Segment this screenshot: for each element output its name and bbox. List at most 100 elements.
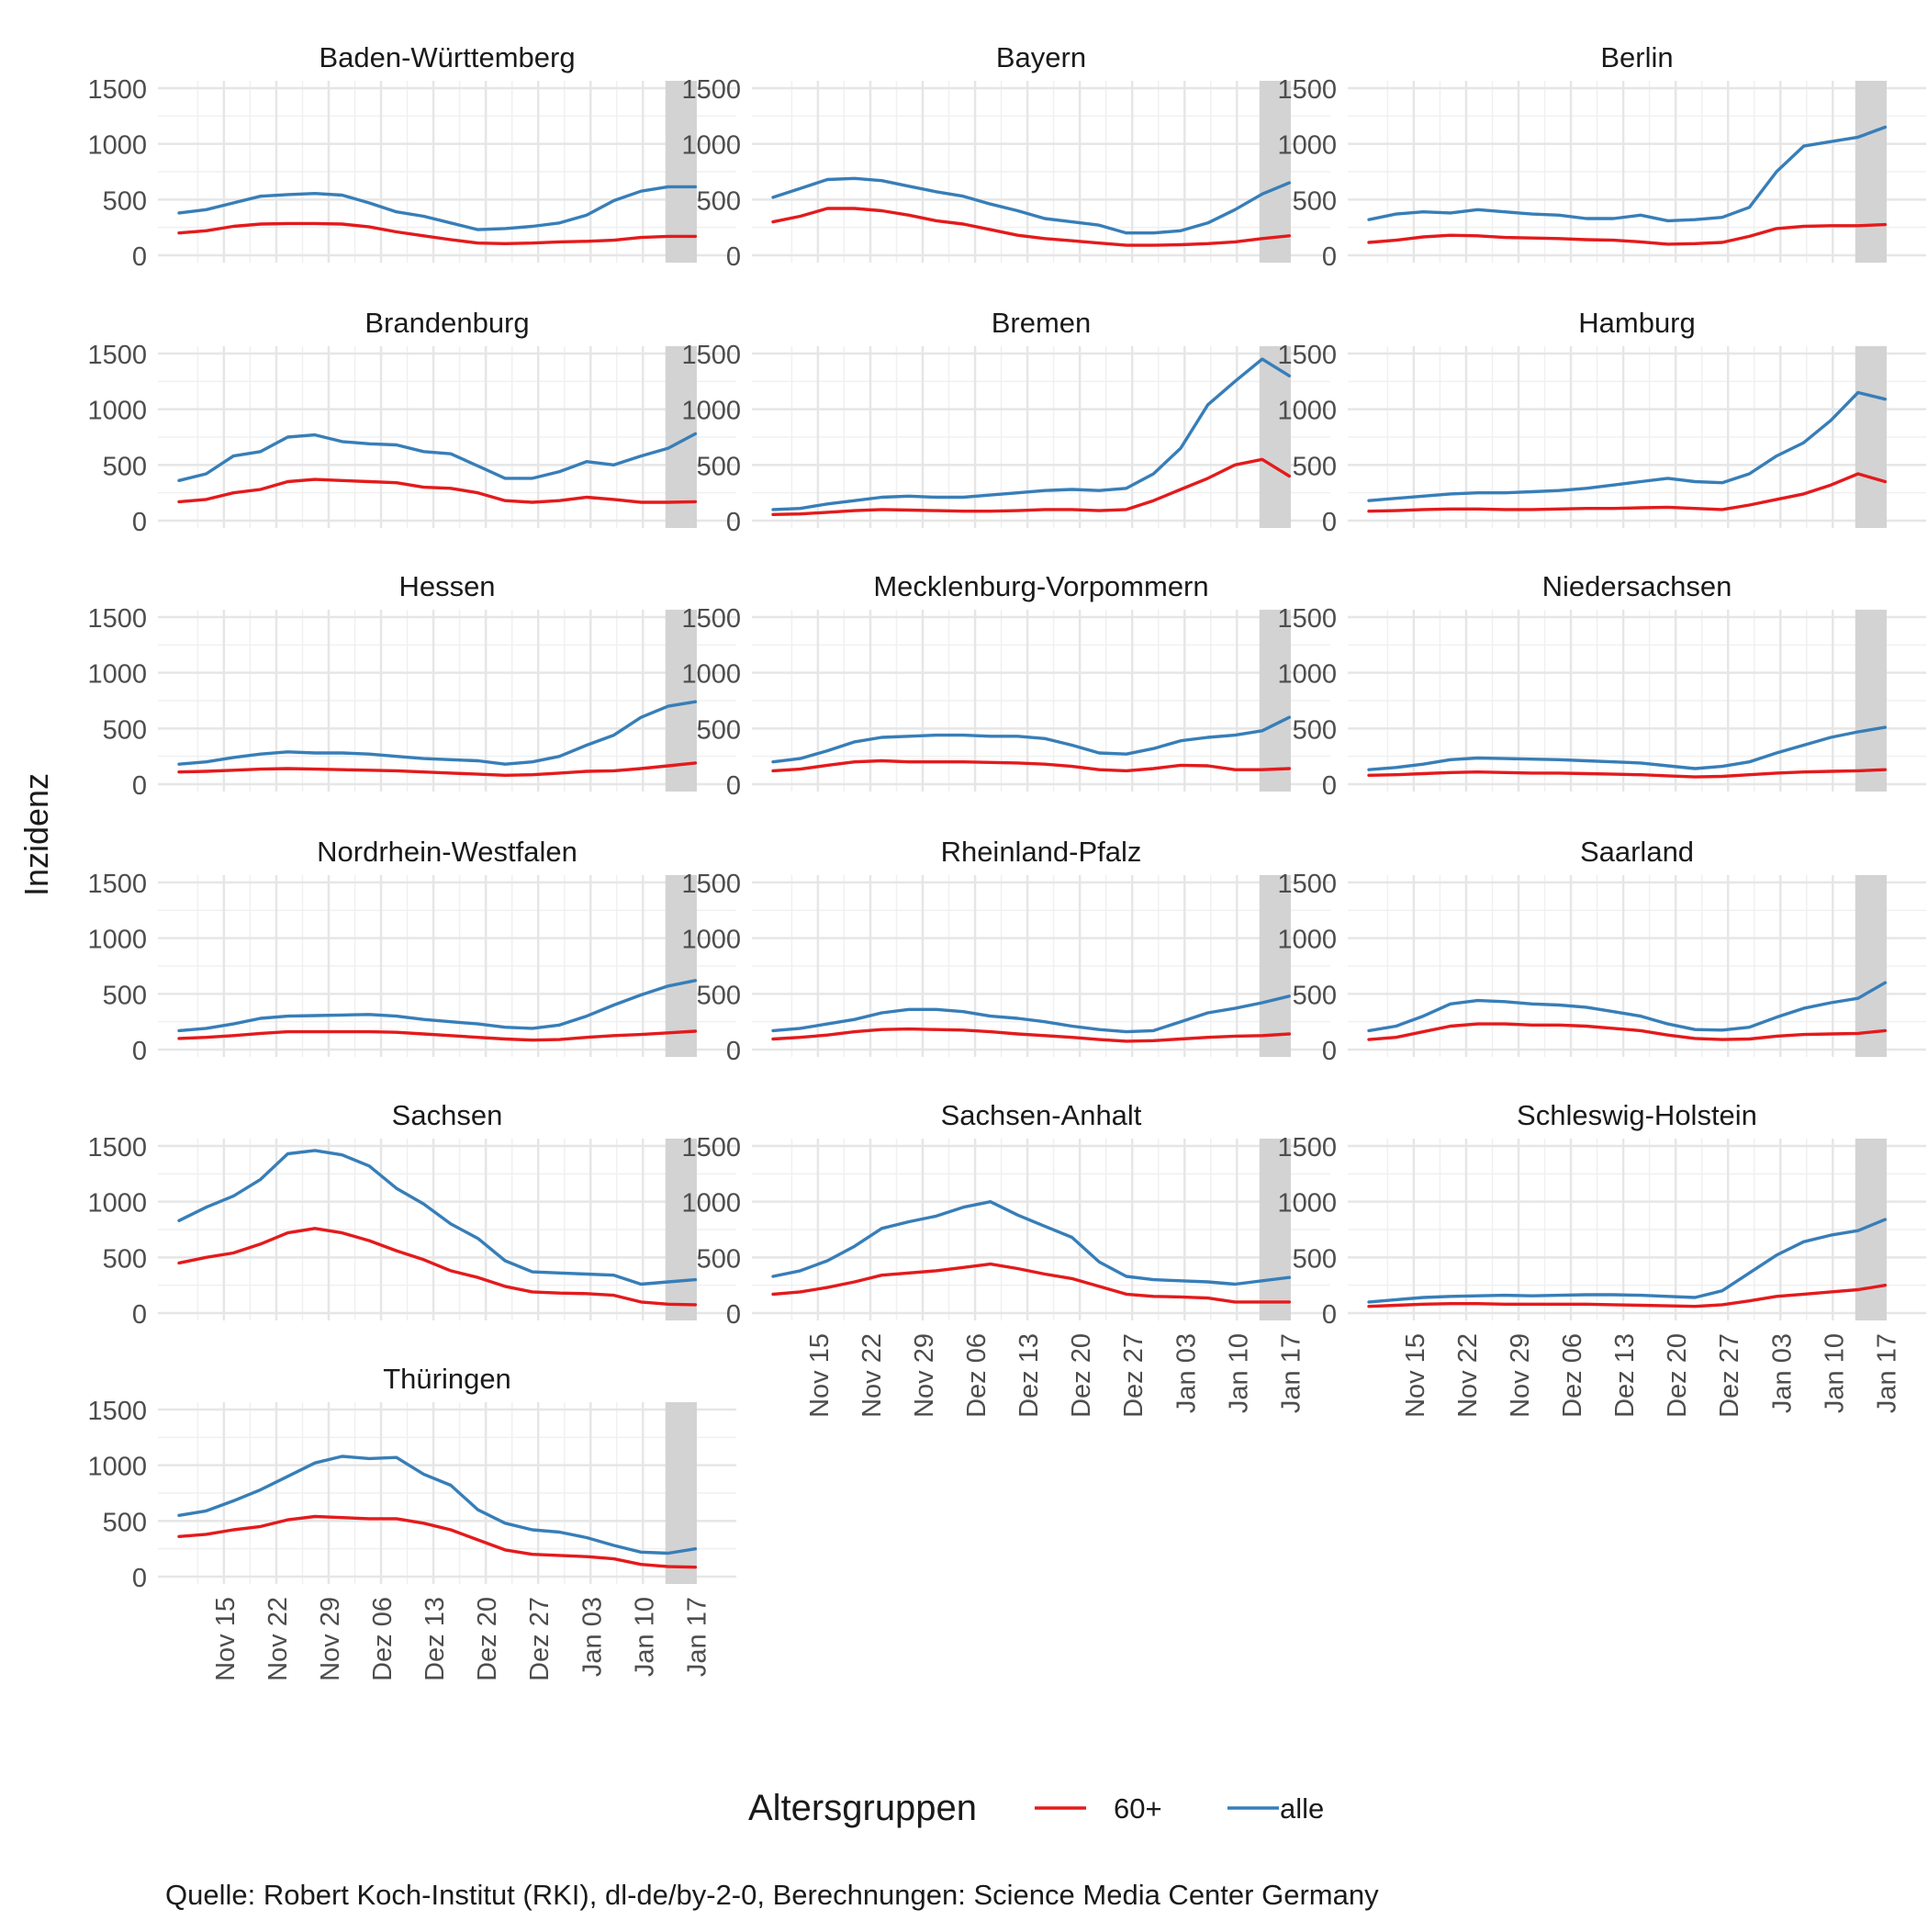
legend-title: Altersgruppen — [748, 1788, 977, 1828]
y-tick-label: 0 — [132, 1564, 147, 1593]
panel-sachsen: Sachsen 0 500 1000 1500 — [87, 1099, 736, 1330]
series-line-alle — [1367, 390, 1888, 502]
series-line-60plus — [1367, 1283, 1888, 1309]
series-line-60plus — [1367, 222, 1888, 246]
panel-rheinland-pfalz: Rheinland-Pfalz 0 500 1000 1500 — [681, 836, 1330, 1066]
series-line-alle — [771, 357, 1292, 511]
y-tick-label: 0 — [132, 771, 147, 801]
x-tick-label: Jan 03 — [1171, 1333, 1201, 1413]
series-line-alle — [1367, 1218, 1888, 1304]
panel-title: Schleswig-Holstein — [1517, 1099, 1757, 1131]
y-tick-label: 0 — [1322, 508, 1337, 537]
source-caption: Quelle: Robert Koch-Institut (RKI), dl-d… — [165, 1879, 1379, 1911]
x-tick-label: Jan 03 — [577, 1597, 607, 1677]
series-line-60plus — [177, 221, 698, 245]
y-tick-label: 500 — [697, 1244, 741, 1274]
y-tick-label: 1000 — [1277, 131, 1337, 161]
y-tick-label: 500 — [697, 981, 741, 1010]
y-tick-label: 1000 — [681, 1189, 741, 1219]
series-line-60plus — [1367, 472, 1888, 513]
x-tick-label: Dez 13 — [1014, 1333, 1044, 1418]
y-tick-label: 1000 — [87, 660, 147, 690]
panel-mecklenburg-vorpommern: Mecklenburg-Vorpommern 0 500 1000 1500 — [681, 570, 1330, 801]
series-line-60plus — [177, 1029, 698, 1042]
panel-brandenburg: Brandenburg 0 500 1000 1500 — [87, 307, 736, 537]
x-tick-label: Dez 27 — [1119, 1333, 1149, 1418]
y-tick-label: 500 — [1293, 1244, 1337, 1274]
panel-title: Sachsen — [392, 1099, 503, 1131]
series-line-60plus — [771, 207, 1292, 247]
panel-title: Baden-Württemberg — [319, 41, 575, 73]
x-tick-label: Nov 22 — [858, 1333, 887, 1418]
panel-saarland: Saarland 0 500 1000 1500 — [1277, 836, 1926, 1066]
y-tick-label: 1000 — [87, 926, 147, 955]
y-tick-label: 0 — [726, 242, 741, 272]
x-tick-label: Nov 29 — [316, 1597, 345, 1681]
series-line-alle — [1367, 981, 1888, 1033]
y-tick-label: 0 — [132, 242, 147, 272]
x-tick-label: Nov 22 — [1453, 1333, 1483, 1418]
x-tick-label: Nov 22 — [263, 1597, 293, 1681]
x-tick-label: Nov 29 — [910, 1333, 939, 1418]
legend-label-alle: alle — [1280, 1792, 1324, 1825]
y-tick-label: 500 — [697, 186, 741, 216]
series-line-alle — [771, 176, 1292, 235]
x-tick-label: Nov 15 — [805, 1333, 835, 1418]
panel-bremen: Bremen 0 500 1000 1500 — [681, 307, 1330, 537]
x-tick-label: Jan 10 — [1820, 1333, 1849, 1413]
y-tick-label: 1500 — [87, 1133, 147, 1163]
y-tick-label: 0 — [726, 1037, 741, 1066]
series-line-alle — [1367, 125, 1888, 223]
x-tick-label: Dez 20 — [1067, 1333, 1096, 1418]
series-line-60plus — [177, 1227, 698, 1307]
y-tick-label: 500 — [697, 715, 741, 745]
y-tick-label: 1000 — [681, 131, 741, 161]
y-tick-label: 500 — [1293, 186, 1337, 216]
y-tick-label: 0 — [1322, 242, 1337, 272]
recent-data-band — [1855, 610, 1887, 792]
panel-schleswig-holstein: Schleswig-Holstein 0 500 1000 1500 Nov 15 Nov … — [1277, 1099, 1926, 1418]
y-tick-label: 0 — [132, 1300, 147, 1330]
recent-data-band — [665, 1139, 697, 1320]
panel-title: Nordrhein-Westfalen — [317, 836, 577, 868]
series-line-alle — [177, 1149, 698, 1286]
x-tick-label: Jan 10 — [1224, 1333, 1253, 1413]
series-line-60plus — [771, 1027, 1292, 1043]
series-line-alle — [177, 185, 698, 231]
y-tick-label: 500 — [103, 452, 147, 481]
y-tick-label: 0 — [726, 1300, 741, 1330]
panel-berlin: Berlin 0 500 1000 1500 — [1277, 41, 1926, 272]
x-tick-label: Jan 03 — [1767, 1333, 1797, 1413]
y-tick-label: 500 — [1293, 452, 1337, 481]
x-tick-label: Dez 27 — [1715, 1333, 1744, 1418]
y-tick-label: 500 — [1293, 981, 1337, 1010]
panel-title: Sachsen-Anhalt — [941, 1099, 1142, 1131]
series-line-alle — [771, 715, 1292, 764]
y-tick-label: 0 — [132, 508, 147, 537]
y-tick-label: 500 — [103, 715, 147, 745]
y-tick-label: 1000 — [1277, 926, 1337, 955]
y-tick-label: 0 — [1322, 1037, 1337, 1066]
y-tick-label: 500 — [103, 1508, 147, 1537]
x-tick-label: Dez 27 — [525, 1597, 555, 1681]
y-tick-label: 0 — [726, 771, 741, 801]
recent-data-band — [1855, 875, 1887, 1057]
legend: Altersgruppen 60+ alle — [748, 1788, 1324, 1828]
y-tick-label: 1500 — [681, 1133, 741, 1163]
series-line-60plus — [1367, 1022, 1888, 1041]
y-tick-label: 500 — [697, 452, 741, 481]
x-tick-label: Dez 13 — [420, 1597, 450, 1681]
x-tick-label: Dez 06 — [1558, 1333, 1587, 1418]
panel-title: Thüringen — [383, 1363, 511, 1395]
y-tick-label: 1000 — [87, 131, 147, 161]
panel-title: Rheinland-Pfalz — [941, 836, 1142, 868]
x-tick-label: Dez 20 — [1663, 1333, 1692, 1418]
panel-bayern: Bayern 0 500 1000 1500 — [681, 41, 1330, 272]
recent-data-band — [1259, 346, 1291, 528]
x-tick-label: Dez 13 — [1610, 1333, 1640, 1418]
x-tick-label: Dez 06 — [962, 1333, 992, 1418]
y-tick-label: 1500 — [681, 870, 741, 899]
recent-data-band — [665, 610, 697, 792]
panel-hamburg: Hamburg 0 500 1000 1500 — [1277, 307, 1926, 537]
